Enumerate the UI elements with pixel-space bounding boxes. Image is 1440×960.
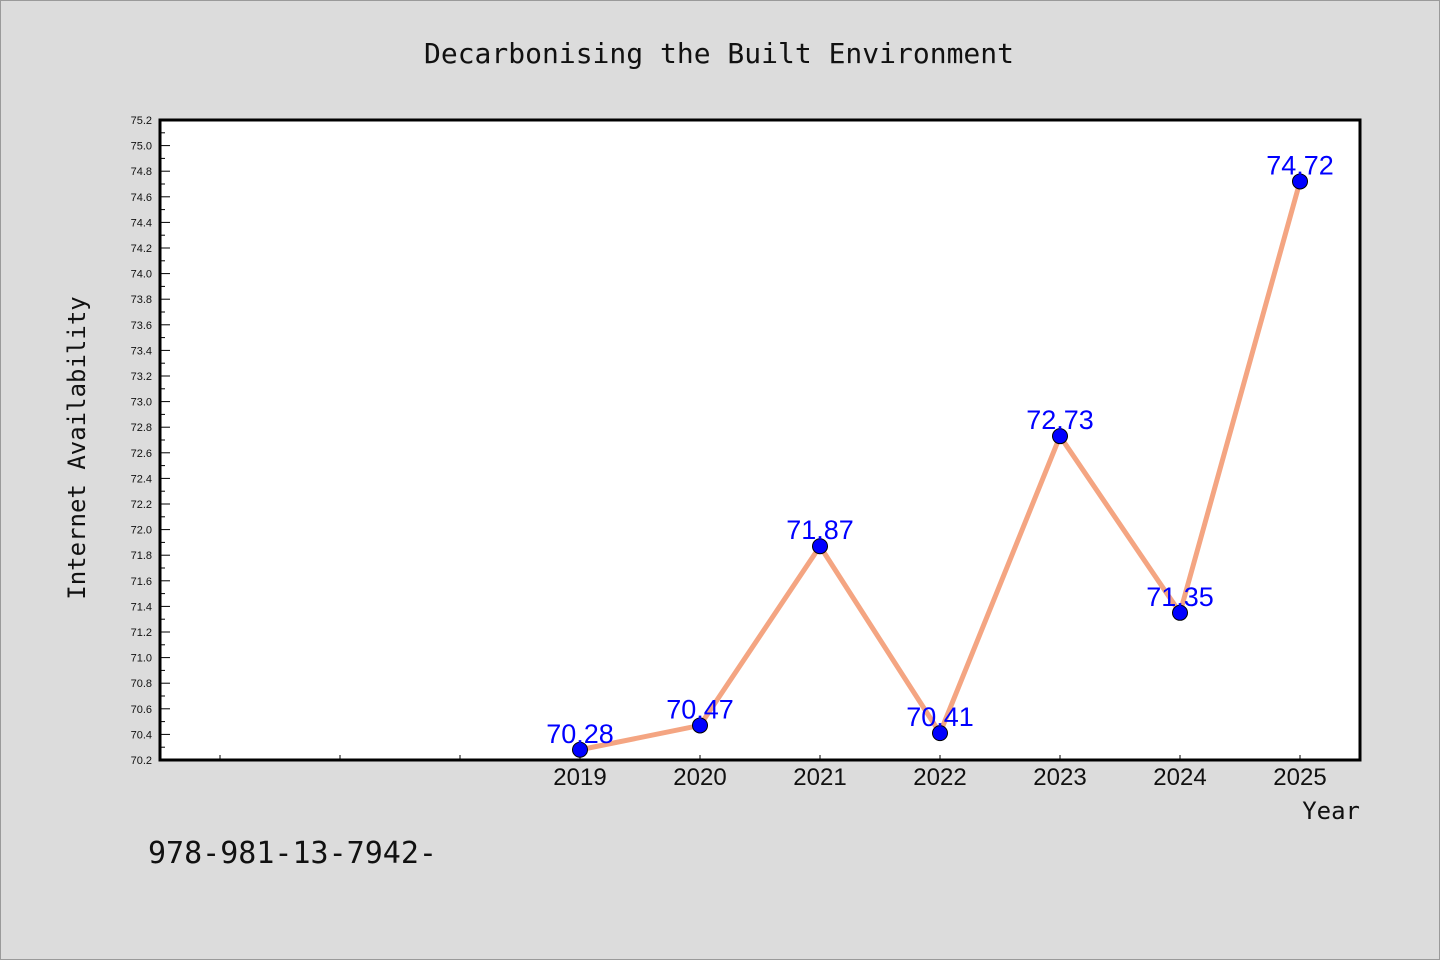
y-axis: 70.2 70.4 70.6 70.8 71.0 71.2 71.4 71.6 71.8 72.0…	[131, 115, 170, 767]
y-axis-label: Internet Availability	[63, 296, 91, 599]
y-tick-label: 72.8	[131, 422, 152, 434]
plot-area	[158, 118, 1362, 762]
chart-title: Decarbonising the Built Environment	[424, 37, 1014, 70]
y-tick-label: 75.2	[131, 115, 152, 127]
y-tick-label: 70.8	[131, 678, 152, 690]
y-tick-label: 71.6	[131, 576, 152, 588]
data-label: 71.87	[786, 515, 854, 545]
x-tick-label: 2024	[1153, 764, 1206, 791]
x-tick-label: 2025	[1273, 764, 1326, 791]
y-tick-label: 71.8	[131, 550, 152, 562]
y-tick-label: 74.0	[131, 269, 152, 281]
data-label: 70.28	[546, 719, 614, 749]
data-point	[932, 725, 948, 742]
footer-code: 978-981-13-7942-	[148, 836, 437, 871]
y-tick-label: 70.2	[131, 755, 152, 767]
y-tick-label: 70.4	[131, 729, 152, 741]
x-tick-label: 2021	[793, 764, 846, 791]
y-tick-label: 73.2	[131, 371, 152, 383]
x-tick-label: 2022	[913, 764, 966, 791]
x-tick-label: 2020	[673, 764, 726, 791]
y-tick-label: 71.2	[131, 627, 152, 639]
data-label: 70.47	[666, 694, 734, 724]
y-tick-label: 73.0	[131, 397, 152, 409]
y-tick-label: 73.8	[131, 294, 152, 306]
y-tick-label: 74.4	[131, 217, 152, 229]
y-tick-label: 74.6	[131, 192, 152, 204]
y-tick-label: 75.0	[131, 141, 152, 153]
series-markers	[572, 173, 1308, 758]
y-tick-label: 72.6	[131, 448, 152, 460]
data-point	[572, 741, 588, 758]
x-tick-label: 2023	[1033, 764, 1086, 791]
y-tick-label: 72.4	[131, 473, 152, 485]
data-point	[812, 538, 828, 555]
data-point	[1292, 173, 1308, 190]
data-point	[1052, 428, 1068, 445]
y-tick-label: 73.6	[131, 320, 152, 332]
y-tick-label: 74.8	[131, 166, 152, 178]
data-label: 72.73	[1026, 405, 1094, 435]
x-axis: 2019 2020 2021 2022 2023 2024 2025	[219, 755, 1327, 791]
data-label: 70.41	[906, 702, 974, 732]
data-labels: 70.28 70.47 71.87 70.41 72.73 71.35 74.72	[546, 150, 1334, 748]
y-tick-label: 72.0	[131, 525, 152, 537]
y-tick-label: 71.0	[131, 653, 152, 665]
x-axis-label: Year	[1302, 797, 1360, 825]
data-point	[1172, 604, 1188, 621]
data-label: 74.72	[1266, 150, 1334, 180]
data-point	[692, 717, 708, 734]
y-tick-label: 71.4	[131, 601, 152, 613]
y-tick-label: 70.6	[131, 704, 152, 716]
y-tick-label: 73.4	[131, 345, 152, 357]
data-label: 71.35	[1146, 582, 1214, 612]
y-tick-label: 74.2	[131, 243, 152, 255]
x-tick-label: 2019	[553, 764, 606, 791]
y-tick-label: 72.2	[131, 499, 152, 511]
